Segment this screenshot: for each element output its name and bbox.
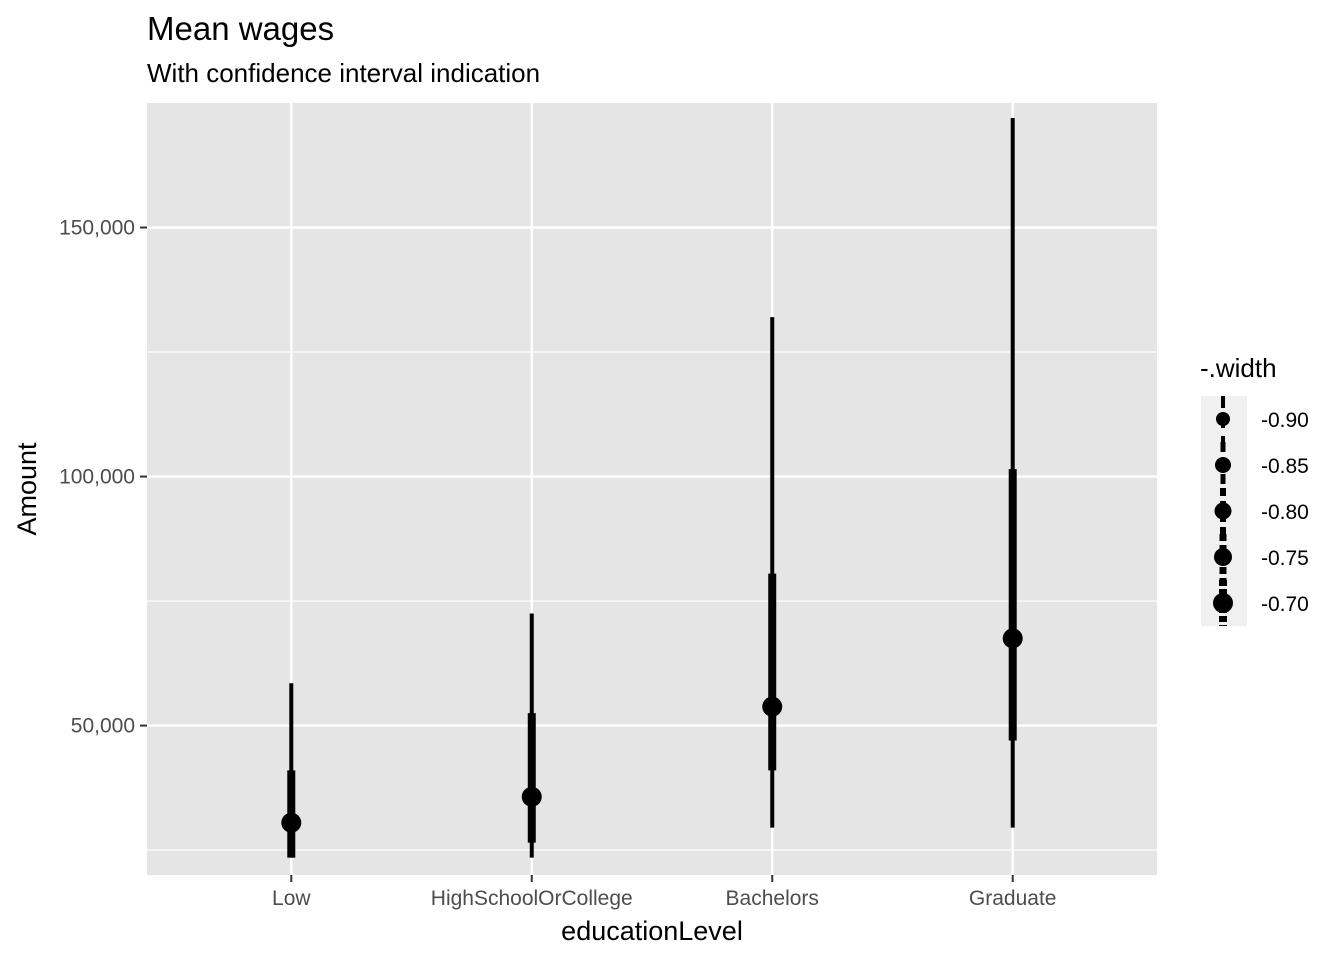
x-tick-label: Graduate xyxy=(969,887,1057,910)
x-tick-label: HighSchoolOrCollege xyxy=(431,887,633,910)
y-tick-label: 100,000 xyxy=(59,466,135,489)
y-tick-label: 50,000 xyxy=(71,715,135,738)
point-intervals xyxy=(281,117,1023,858)
legend-entry: -0.90 xyxy=(1216,396,1309,442)
y-axis-title: Amount xyxy=(12,442,42,536)
legend-label: -0.80 xyxy=(1261,501,1309,524)
plot-panel xyxy=(147,103,1157,875)
legend-label: -0.90 xyxy=(1261,409,1309,432)
legend-entry: -0.70 xyxy=(1213,580,1309,626)
legend-key-point xyxy=(1214,502,1232,520)
legend-key-point xyxy=(1213,593,1233,613)
legend-title: -.width xyxy=(1200,353,1277,383)
chart-subtitle: With confidence interval indication xyxy=(147,58,540,88)
x-tick-label: Low xyxy=(272,887,311,910)
mean-point xyxy=(1002,628,1023,649)
legend-label: -0.70 xyxy=(1261,593,1309,616)
mean-point xyxy=(281,812,302,833)
chart-title: Mean wages xyxy=(147,10,334,47)
mean-point xyxy=(521,786,542,807)
legend-key-point xyxy=(1214,548,1232,566)
legend-entry: -0.85 xyxy=(1215,442,1309,488)
legend-key-point xyxy=(1215,457,1231,473)
mean-point xyxy=(762,696,783,717)
x-axis: Low HighSchoolOrCollege Bachelors Graduate xyxy=(272,875,1056,910)
legend-key-point xyxy=(1216,412,1230,426)
legend-entry: -0.80 xyxy=(1214,488,1309,534)
y-axis: 50,000 100,000 150,000 xyxy=(59,217,147,738)
x-tick-label: Bachelors xyxy=(726,887,819,910)
legend-entry: -0.75 xyxy=(1214,534,1309,580)
legend: -.width -0.90 -0.85 -0.80 -0.75 -0.70 xyxy=(1200,353,1309,626)
y-tick-label: 150,000 xyxy=(59,217,135,240)
legend-label: -0.75 xyxy=(1261,547,1309,570)
legend-label: -0.85 xyxy=(1261,455,1309,478)
x-axis-title: educationLevel xyxy=(561,916,743,946)
